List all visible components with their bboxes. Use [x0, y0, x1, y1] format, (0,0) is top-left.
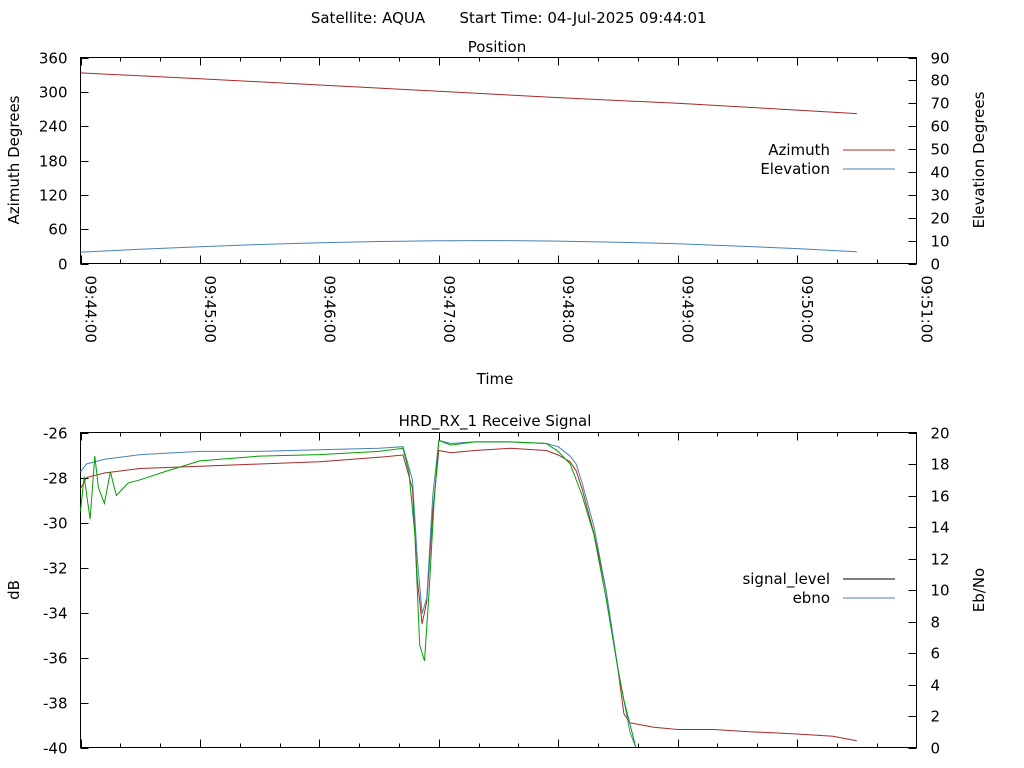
series-line-Elevation	[80, 240, 857, 253]
y-tick-label: 60	[48, 221, 67, 239]
y-tick-label: -34	[43, 605, 68, 623]
receive-signal-plot-frame	[80, 432, 917, 748]
series-line-Azimuth	[80, 72, 857, 115]
legend-label: signal_level	[742, 570, 830, 589]
y-tick-label: 300	[39, 84, 68, 102]
y-tick-label: 120	[39, 187, 68, 205]
y2-tick-label: 90	[931, 50, 950, 68]
y2-tick-label: 12	[931, 551, 950, 569]
position-x-axis-label: Time	[476, 370, 514, 388]
start-time-label: Start Time: 04-Jul-2025 09:44:01	[459, 9, 706, 27]
y-tick-label: 180	[39, 153, 68, 171]
y-tick-label: 0	[58, 256, 68, 274]
x-tick-label: 09:51:00	[918, 276, 936, 343]
y2-tick-label: 80	[931, 72, 950, 90]
x-tick-label: 09:48:00	[559, 276, 577, 343]
y-tick-label: -40	[43, 740, 68, 758]
y-tick-label: -26	[43, 425, 68, 443]
x-tick-label: 09:44:00	[82, 276, 100, 343]
y2-tick-label: 10	[931, 233, 950, 251]
y2-tick-label: 18	[931, 456, 950, 474]
x-tick-label: 09:50:00	[798, 276, 816, 343]
y2-tick-label: 0	[931, 256, 941, 274]
y-tick-label: -36	[43, 650, 68, 668]
series-line-ebno_green	[80, 439, 637, 748]
receive-signal-y-axis-label: dB	[5, 580, 23, 600]
x-tick-label: 09:49:00	[679, 276, 697, 343]
x-tick-label: 09:45:00	[201, 276, 219, 343]
y2-tick-label: 40	[931, 164, 950, 182]
y2-tick-label: 2	[931, 708, 941, 726]
satellite-label: Satellite: AQUA	[311, 9, 426, 27]
y2-tick-label: 30	[931, 187, 950, 205]
y2-tick-label: 16	[931, 488, 950, 506]
y2-tick-label: 8	[931, 614, 941, 632]
y2-tick-label: 14	[931, 519, 950, 537]
receive-signal-chart-title: HRD_RX_1 Receive Signal	[399, 412, 592, 431]
legend-label: Elevation	[760, 160, 830, 178]
position-plot-frame	[80, 57, 917, 264]
y-tick-label: -38	[43, 695, 68, 713]
y2-tick-label: 10	[931, 582, 950, 600]
y2-tick-label: 0	[931, 740, 941, 758]
receive-signal-y2-axis-label: Eb/No	[970, 568, 988, 612]
y2-tick-label: 70	[931, 95, 950, 113]
series-line-signal_level	[80, 447, 857, 742]
y-tick-label: 360	[39, 50, 68, 68]
position-y2-axis-label: Elevation Degrees	[970, 91, 988, 228]
position-chart: Position Time Azimuth Degrees Elevation …	[5, 38, 988, 388]
legend-label: Azimuth	[768, 141, 830, 159]
position-y-axis-label: Azimuth Degrees	[5, 95, 23, 224]
y-tick-label: -30	[43, 515, 68, 533]
y2-tick-label: 4	[931, 677, 941, 695]
y2-tick-label: 20	[931, 425, 950, 443]
y2-tick-label: 50	[931, 141, 950, 159]
x-tick-label: 09:46:00	[320, 276, 338, 343]
y-tick-label: 240	[39, 118, 68, 136]
y-tick-label: -28	[43, 470, 68, 488]
legend-label: ebno	[793, 589, 830, 607]
y2-tick-label: 60	[931, 118, 950, 136]
y2-tick-label: 6	[931, 645, 941, 663]
y-tick-label: -32	[43, 560, 68, 578]
receive-signal-chart: HRD_RX_1 Receive Signal dB Eb/No -40 -38 -…	[5, 412, 988, 758]
series-line-ebno	[80, 439, 637, 748]
position-chart-title: Position	[468, 38, 526, 56]
x-tick-label: 09:47:00	[440, 276, 458, 343]
y2-tick-label: 20	[931, 210, 950, 228]
